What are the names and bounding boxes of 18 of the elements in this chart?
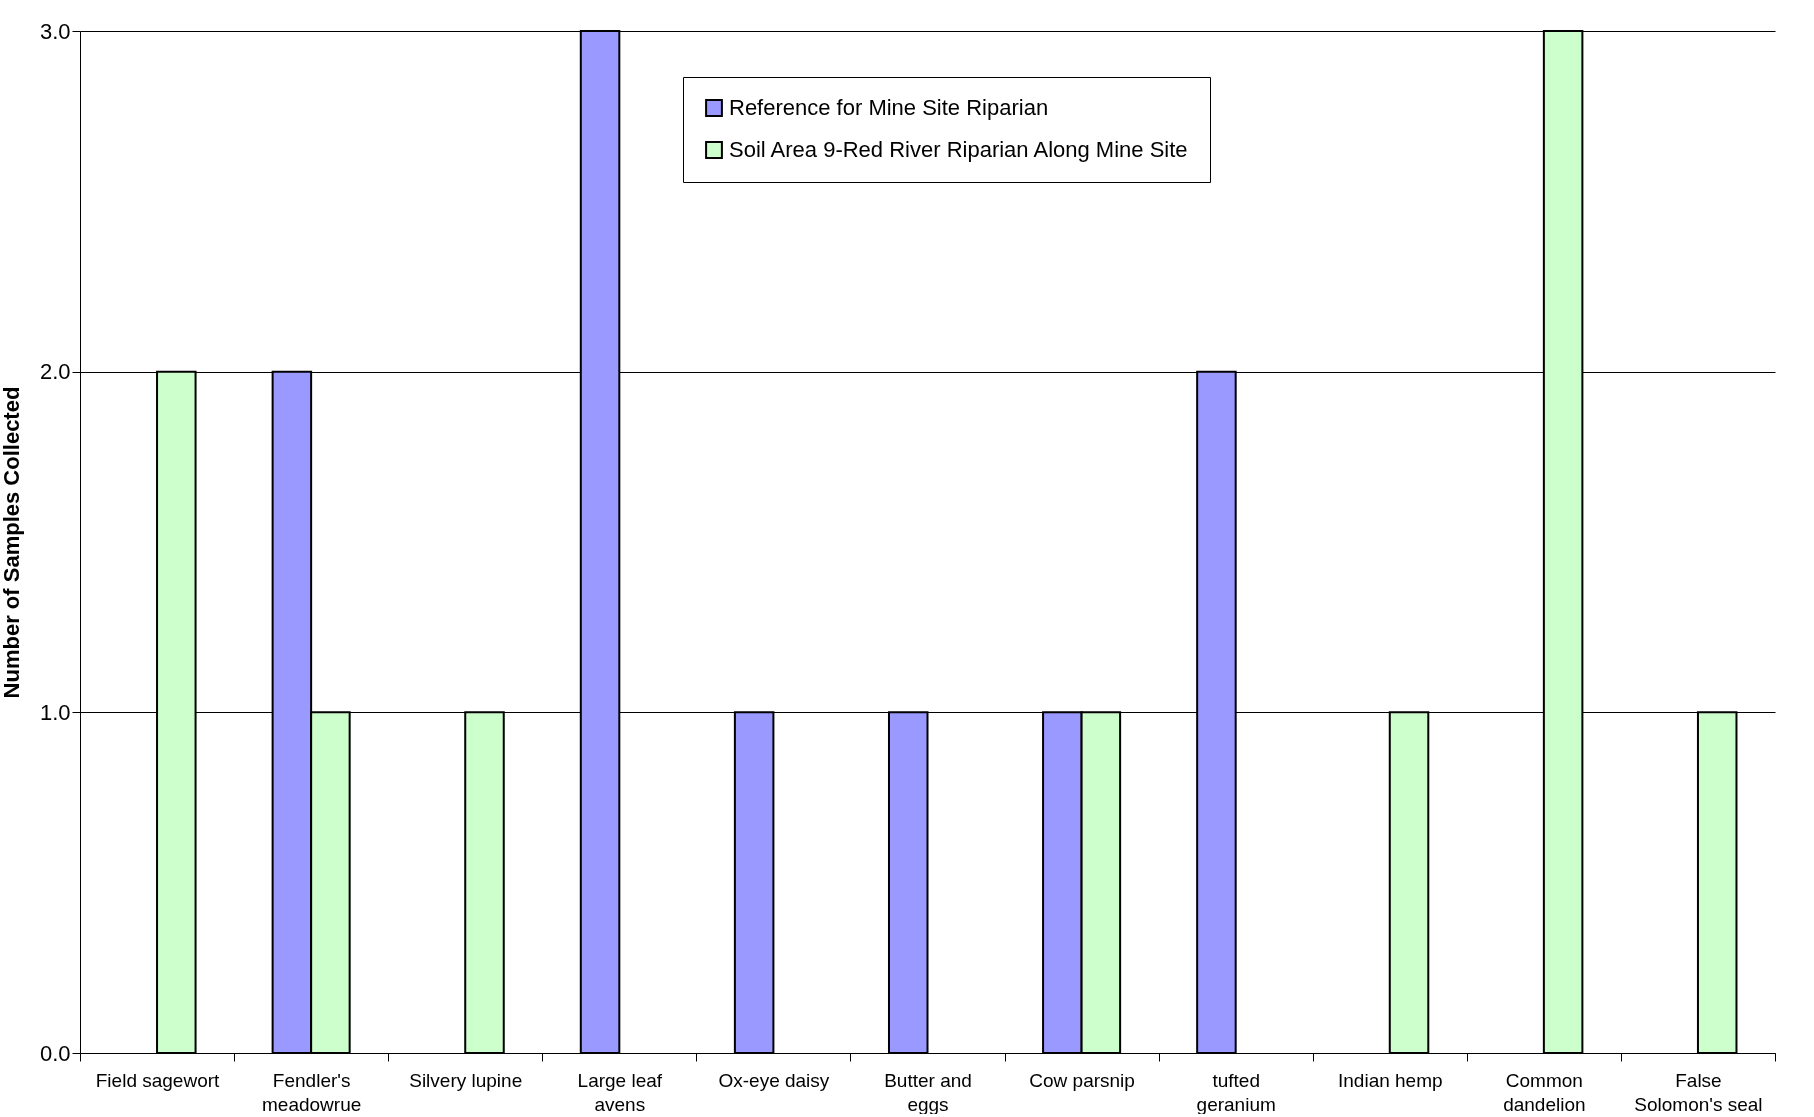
x-tick-label: Silvery lupine xyxy=(409,1069,523,1091)
y-tick-label: 2.0 xyxy=(39,359,71,385)
x-tick-label: False Solomon's seal xyxy=(1634,1069,1763,1115)
legend-label: Soil Area 9-Red River Riparian Along Mine Site xyxy=(729,137,1188,162)
x-tick-label: Common dandelion xyxy=(1503,1069,1586,1115)
y-tick-label: 1.0 xyxy=(39,699,71,725)
y-axis-title: Number of Samples Collected xyxy=(0,386,24,699)
x-tick-label: Butter and eggs xyxy=(884,1069,972,1115)
x-tick-label: tufted geranium xyxy=(1196,1069,1276,1115)
y-tick-label: 3.0 xyxy=(39,18,71,44)
x-tick-label: Large leaf avens xyxy=(577,1069,663,1115)
legend-label: Reference for Mine Site Riparian xyxy=(729,95,1049,120)
x-tick-label: Cow parsnip xyxy=(1029,1069,1135,1091)
x-tick-label: Fendler's meadowrue xyxy=(262,1069,362,1115)
x-tick-label: Ox-eye daisy xyxy=(718,1069,830,1091)
x-tick-label: Field sagewort xyxy=(95,1069,221,1091)
x-tick-label: Indian hemp xyxy=(1337,1069,1443,1091)
y-tick-label: 0.0 xyxy=(39,1040,71,1066)
